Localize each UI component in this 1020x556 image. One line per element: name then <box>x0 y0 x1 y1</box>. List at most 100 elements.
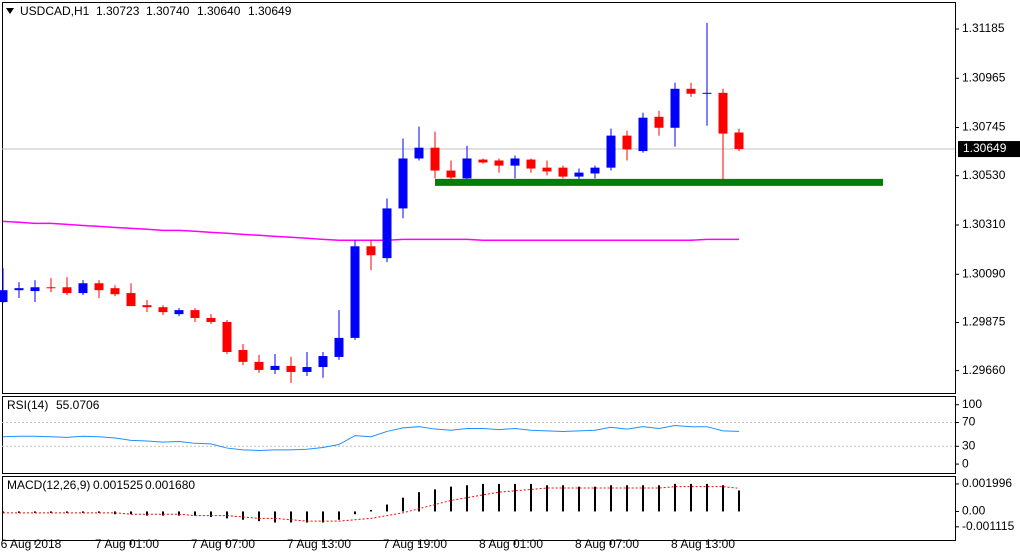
symbol-title: USDCAD,H1 <box>20 4 90 18</box>
macd-bar <box>18 511 20 513</box>
signal-value: 0.001680 <box>145 478 195 492</box>
candle-body <box>670 88 680 128</box>
candle-body <box>94 283 104 291</box>
y-tick-label: 100 <box>962 397 982 411</box>
y-tick-label: 1.30530 <box>962 168 1006 182</box>
macd-bar <box>306 511 308 523</box>
macd-bar <box>178 511 180 516</box>
y-tick-label: 0.00 <box>962 504 986 518</box>
price-tag <box>958 141 1020 158</box>
candle-body <box>734 132 744 150</box>
macd-bar <box>354 511 356 515</box>
macd-bar <box>418 492 420 512</box>
macd-bar <box>82 511 84 513</box>
macd-bar <box>50 511 52 513</box>
candle-body <box>0 290 8 303</box>
macd-bar <box>626 485 628 512</box>
candle-body <box>350 246 360 338</box>
candle-body <box>430 147 440 171</box>
y-tick-label: 30 <box>962 438 976 452</box>
rsi-panel <box>2 396 956 474</box>
macd-bar <box>130 511 132 515</box>
rsi-value: 55.0706 <box>56 398 100 412</box>
candle-body <box>382 208 392 259</box>
macd-bar <box>546 485 548 512</box>
y-tick-label: 1.30745 <box>962 120 1006 134</box>
macd-bar <box>98 511 100 513</box>
candle-body <box>286 365 296 372</box>
candle-body <box>142 305 152 308</box>
candle-body <box>270 365 280 370</box>
candle-body <box>158 307 168 313</box>
y-tick-label: 1.29875 <box>962 315 1006 329</box>
macd-bar <box>578 486 580 512</box>
candle-body <box>14 288 24 291</box>
candle-body <box>398 158 408 209</box>
macd-bar <box>402 497 404 512</box>
y-tick-label: 70 <box>962 415 976 429</box>
candle-body <box>238 349 248 362</box>
y-tick-label: 1.31185 <box>962 21 1005 35</box>
y-tick-label: 1.30310 <box>962 217 1006 231</box>
candle-body <box>686 88 696 94</box>
y-tick-label: 0 <box>962 456 969 470</box>
y-tick-label: -0.001115 <box>962 519 1015 533</box>
price-panel <box>2 2 956 394</box>
x-tick-label: 8 Aug 13:00 <box>671 537 735 551</box>
candle-body <box>222 321 232 353</box>
y-tick-label: 1.30090 <box>962 266 1006 280</box>
candle-body <box>574 172 584 177</box>
macd-bar <box>738 490 740 512</box>
macd-bar <box>642 485 644 512</box>
macd-bar <box>674 483 676 512</box>
macd-bar <box>498 483 500 512</box>
candle-body <box>46 287 56 289</box>
candle-body <box>334 337 344 357</box>
macd-bar <box>658 485 660 512</box>
macd-bar <box>482 483 484 512</box>
macd-bar <box>274 511 276 523</box>
candle-body <box>174 310 184 315</box>
y-tick-label: 0.001996 <box>962 476 1012 490</box>
macd-bar <box>610 485 612 512</box>
x-tick-label: 7 Aug 13:00 <box>287 537 351 551</box>
macd-bar <box>386 504 388 512</box>
price-tag-label: 1.30649 <box>963 141 1007 155</box>
x-tick-label: 7 Aug 19:00 <box>383 537 447 551</box>
macd-bar <box>242 511 244 520</box>
candle-body <box>638 117 648 152</box>
rsi-line <box>2 424 740 451</box>
candle-body <box>318 356 328 368</box>
candle-body <box>702 92 712 94</box>
macd-bar <box>2 511 4 513</box>
y-tick-label: 1.29660 <box>962 363 1006 377</box>
macd-bar <box>706 483 708 512</box>
macd-bar <box>66 511 68 513</box>
menu-triangle[interactable] <box>6 8 14 14</box>
candle-body <box>542 167 552 172</box>
candle-body <box>414 147 424 159</box>
candle-body <box>462 158 472 179</box>
macd-bar <box>226 511 228 519</box>
macd-title: MACD(12,26,9) <box>7 478 90 492</box>
candle-body <box>366 246 376 256</box>
candle-body <box>558 167 568 177</box>
header-open: 1.30723 <box>96 4 140 18</box>
candle-body <box>654 116 664 128</box>
macd-bar <box>514 483 516 512</box>
candle-body <box>494 160 504 166</box>
macd-bar <box>450 486 452 512</box>
macd-value: 0.001525 <box>93 478 143 492</box>
candle-body <box>590 167 600 174</box>
candle-body <box>62 287 72 294</box>
x-tick-label: 7 Aug 01:00 <box>95 537 159 551</box>
candle-body <box>478 159 488 163</box>
candle-body <box>302 367 312 372</box>
x-tick-label: 8 Aug 07:00 <box>575 537 639 551</box>
x-tick-label: 8 Aug 01:00 <box>479 537 543 551</box>
rsi-title: RSI(14) <box>7 398 48 412</box>
signal-line <box>3 486 740 522</box>
macd-bar <box>322 511 324 523</box>
